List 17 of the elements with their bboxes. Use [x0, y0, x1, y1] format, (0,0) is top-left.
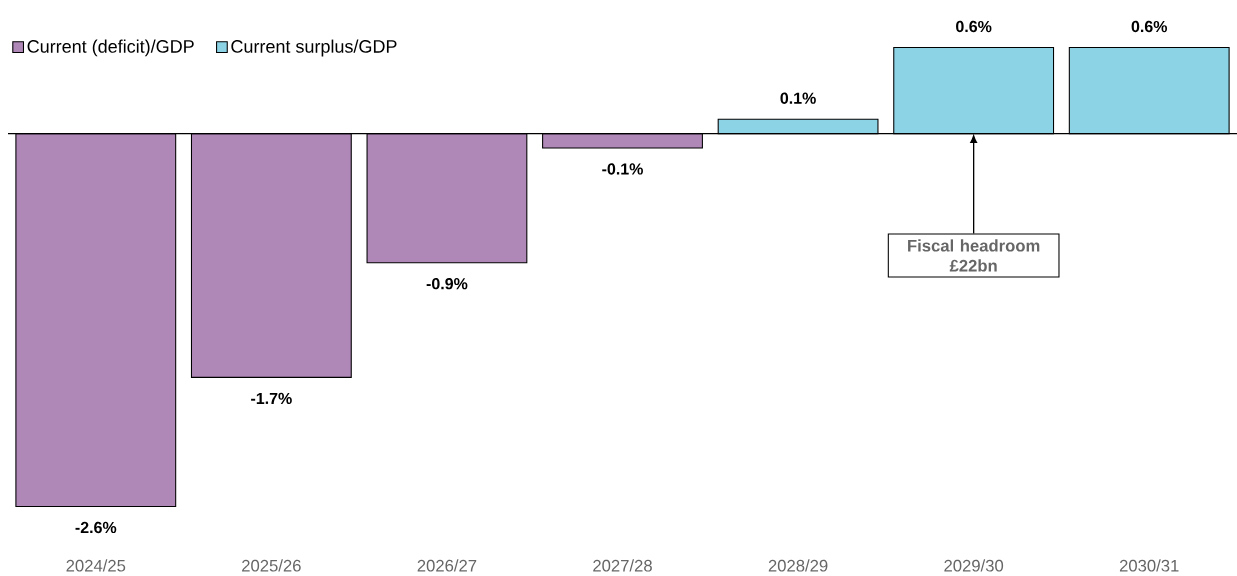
x-tick-label: 2027/28 — [593, 559, 652, 572]
x-tick-label: 2029/30 — [944, 559, 1004, 572]
data-label: -0.1% — [602, 163, 643, 175]
data-label: -1.7% — [251, 392, 292, 405]
x-tick-label: 2028/29 — [768, 559, 828, 572]
data-label: 0.1% — [780, 92, 816, 104]
legend-label: Current (deficit)/GDP — [27, 39, 194, 57]
legend-label: Current surplus/GDP — [231, 39, 397, 57]
annotation: Fiscal headroom £22bn — [908, 239, 1040, 272]
x-tick-label: 2026/27 — [417, 559, 477, 572]
data-label: -2.6% — [75, 521, 117, 534]
x-tick-label: 2024/25 — [66, 559, 126, 572]
x-tick-label: 2030/31 — [1119, 559, 1179, 572]
x-tick-label: 2025/26 — [242, 559, 301, 572]
data-label: -0.9% — [426, 278, 468, 290]
data-label: 0.6% — [1131, 20, 1168, 33]
data-label: 0.6% — [956, 20, 992, 33]
